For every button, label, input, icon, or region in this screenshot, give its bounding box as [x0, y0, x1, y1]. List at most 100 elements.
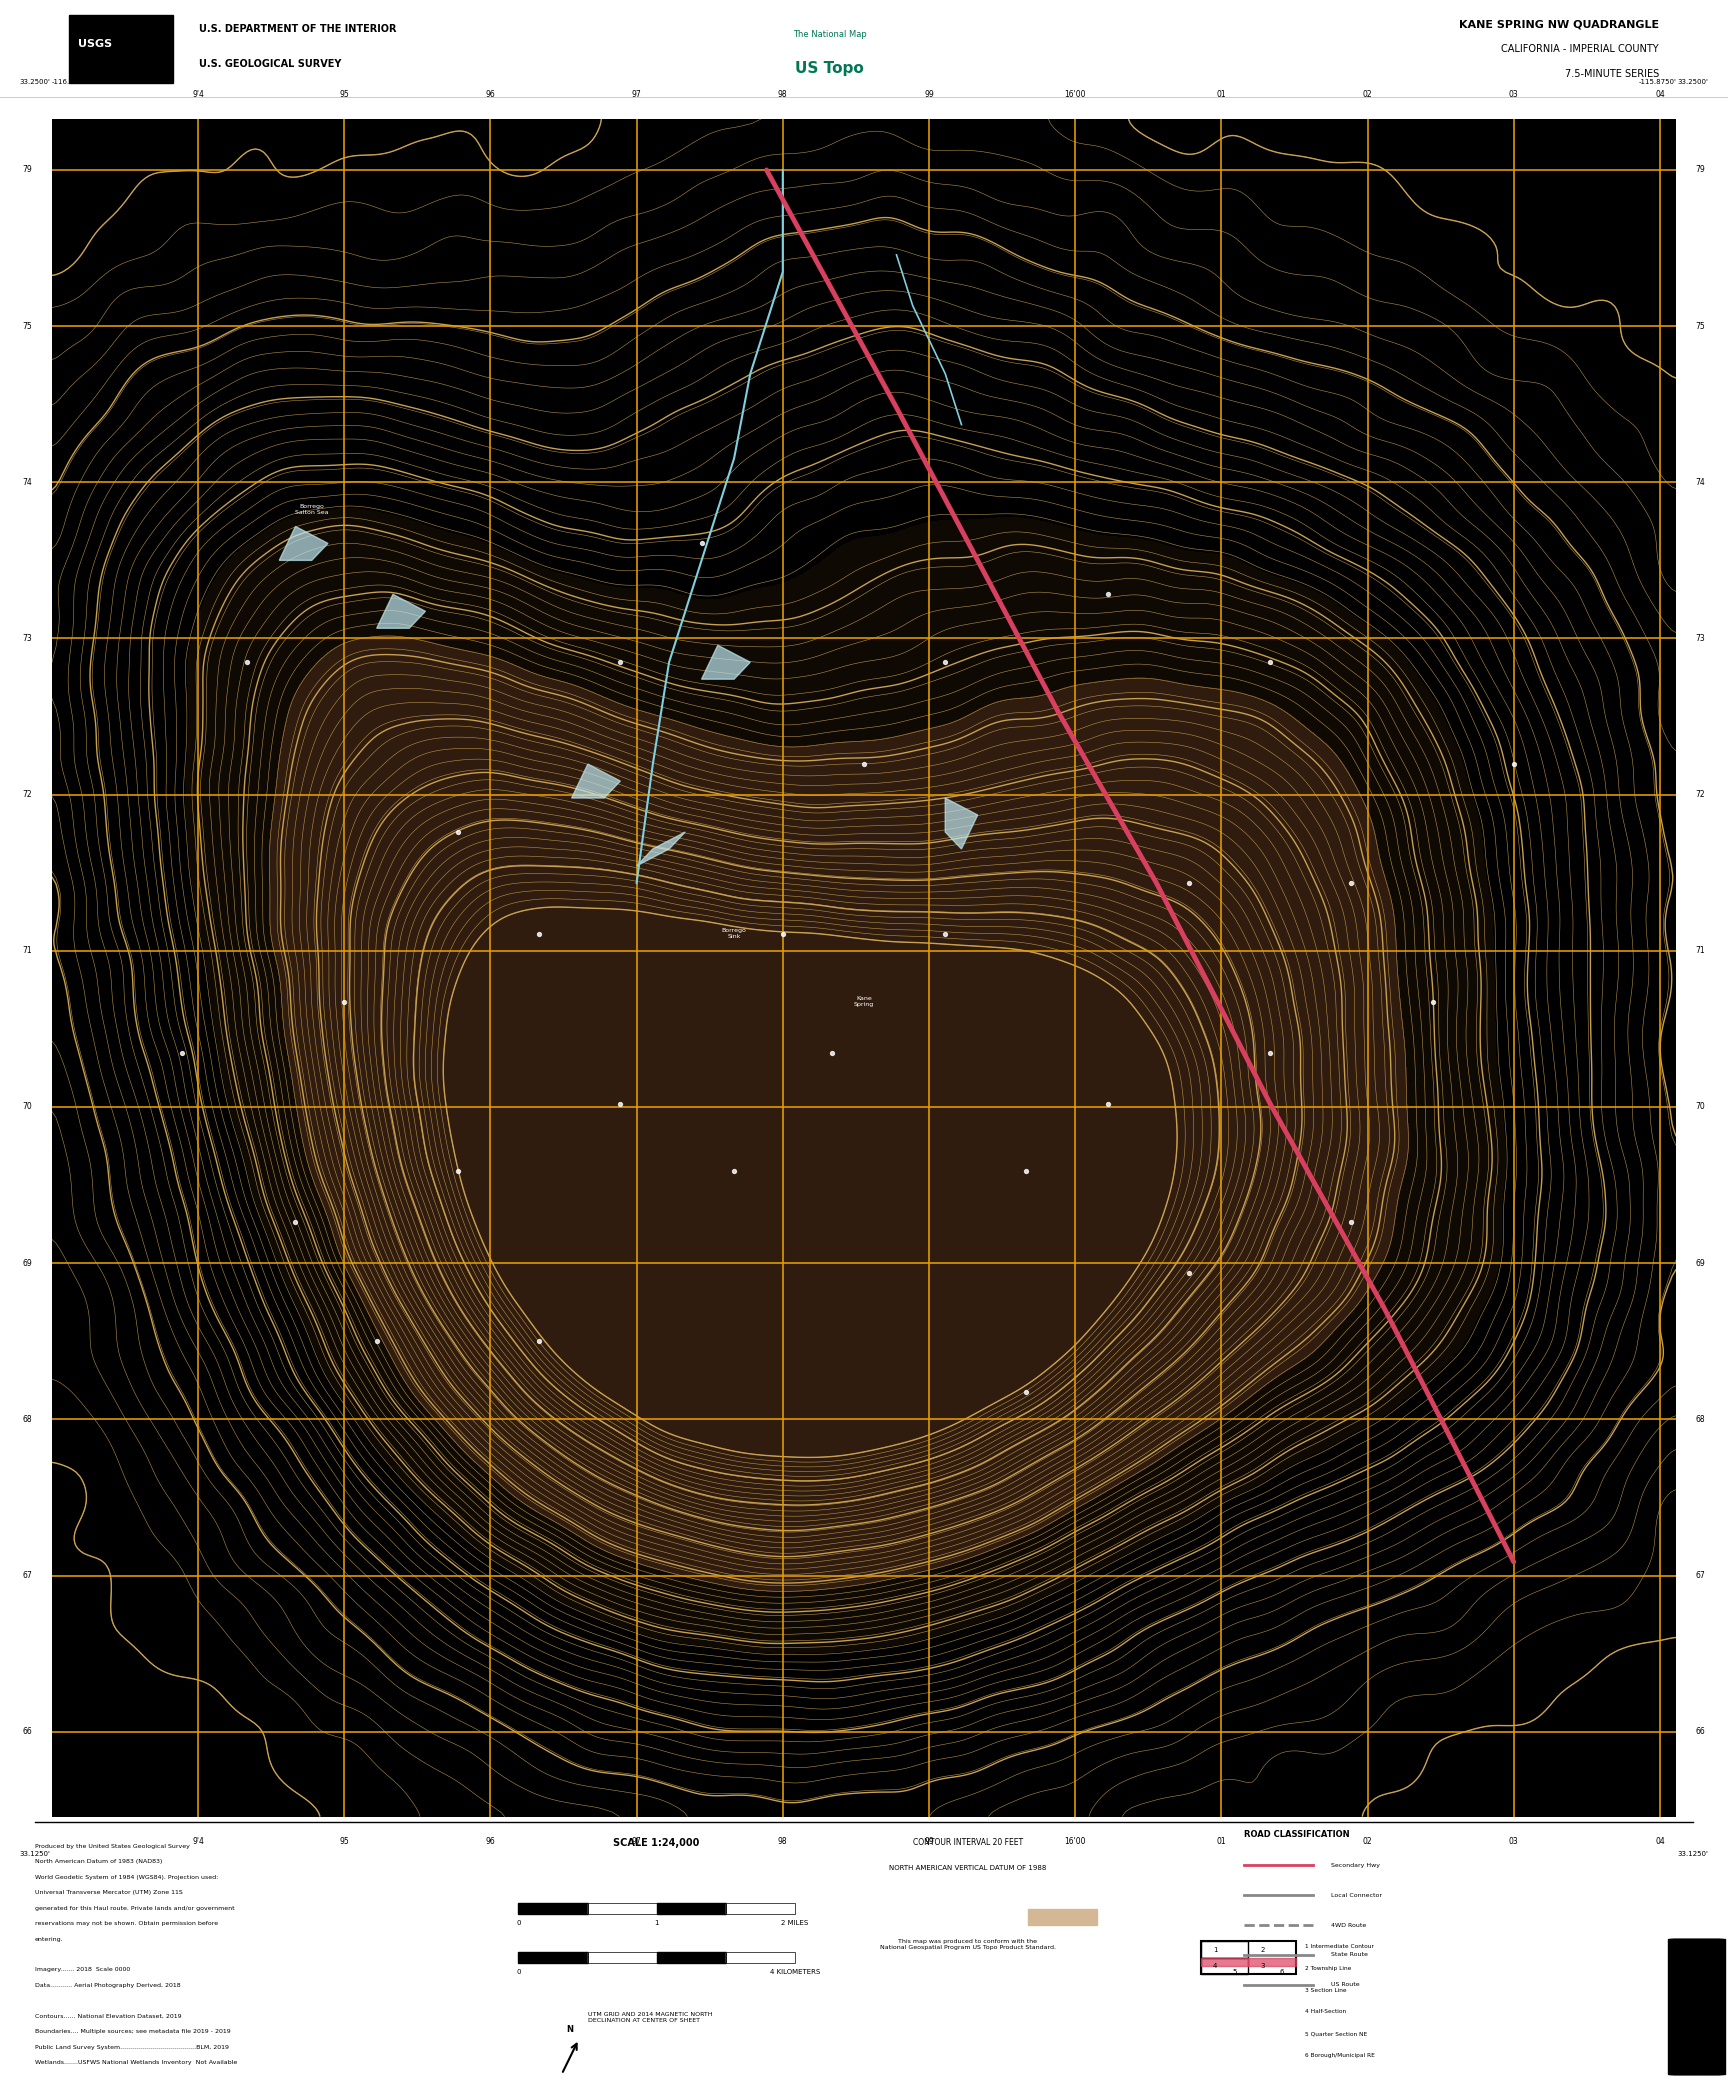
Text: Local Connector: Local Connector [1331, 1894, 1382, 1898]
Text: This map was produced to conform with the
National Geospatial Program US Topo Pr: This map was produced to conform with th… [880, 1938, 1056, 1950]
Text: Wetlands.......USFWS National Wetlands Inventory  Not Available: Wetlands.......USFWS National Wetlands I… [35, 2061, 237, 2065]
Text: Universal Transverse Mercator (UTM) Zone 11S: Universal Transverse Mercator (UTM) Zone… [35, 1890, 183, 1896]
Text: 72: 72 [1695, 789, 1706, 800]
Text: 16'00: 16'00 [1064, 90, 1085, 98]
Point [1256, 645, 1284, 679]
Text: Boundaries.... Multiple sources; see metadata file 2019 - 2019: Boundaries.... Multiple sources; see met… [35, 2030, 230, 2034]
Text: 71: 71 [1695, 946, 1706, 956]
Text: 2 MILES: 2 MILES [781, 1919, 809, 1925]
Text: -116.0000': -116.0000' [52, 79, 90, 86]
Text: 68: 68 [1695, 1416, 1706, 1424]
Point [1094, 578, 1121, 612]
Bar [726, 1952, 795, 1963]
Text: 69: 69 [22, 1259, 33, 1267]
Text: 04: 04 [1655, 90, 1664, 98]
Point [444, 814, 472, 848]
Bar [1674, 1938, 1680, 2075]
Bar [1702, 1938, 1707, 2075]
Text: 97: 97 [632, 1837, 641, 1846]
Text: 16'00: 16'00 [1064, 1837, 1085, 1846]
Bar [1714, 1938, 1725, 2075]
Text: 79: 79 [22, 165, 33, 175]
Bar [1201, 1942, 1248, 1959]
Polygon shape [572, 764, 620, 798]
Text: Borrego
Sink: Borrego Sink [722, 929, 746, 940]
Text: State Route: State Route [1331, 1952, 1367, 1956]
Bar [1712, 1938, 1718, 2075]
Bar [1697, 1938, 1702, 2075]
Text: generated for this Haul route. Private lands and/or government: generated for this Haul route. Private l… [35, 1906, 235, 1911]
Point [850, 748, 878, 781]
Bar [1678, 1938, 1688, 2075]
Bar [657, 1952, 726, 1963]
Polygon shape [702, 645, 750, 679]
Text: 98: 98 [778, 1837, 788, 1846]
Bar [726, 1952, 795, 1963]
Text: 98: 98 [778, 90, 788, 98]
Point [1175, 1257, 1203, 1290]
Text: 04: 04 [1655, 1837, 1664, 1846]
Text: 4 KILOMETERS: 4 KILOMETERS [769, 1969, 821, 1975]
Bar [1718, 1938, 1723, 2075]
Bar [588, 1904, 657, 1915]
Polygon shape [377, 595, 425, 628]
Text: 0: 0 [517, 1919, 520, 1925]
Bar [1706, 1938, 1711, 2075]
Bar [1681, 1938, 1687, 2075]
Text: North American Datum of 1983 (NAD83): North American Datum of 1983 (NAD83) [35, 1858, 162, 1865]
Bar [1676, 1938, 1681, 2075]
Text: 0: 0 [517, 1969, 520, 1975]
Text: Produced by the United States Geological Survey: Produced by the United States Geological… [35, 1844, 190, 1848]
Text: 72: 72 [22, 789, 33, 800]
Bar [518, 1952, 588, 1963]
Point [1175, 867, 1203, 900]
Text: 5: 5 [1232, 1969, 1237, 1975]
Text: 73: 73 [1695, 635, 1706, 643]
Bar [726, 1904, 795, 1915]
Text: 73: 73 [22, 635, 33, 643]
Text: 01: 01 [1217, 90, 1227, 98]
Text: 67: 67 [22, 1570, 33, 1581]
Text: Secondary Hwy: Secondary Hwy [1331, 1862, 1379, 1869]
Text: 03: 03 [1509, 1837, 1519, 1846]
Bar [1707, 1938, 1712, 2075]
Point [168, 1036, 195, 1069]
Bar [1671, 1938, 1676, 2075]
Bar [1683, 1938, 1693, 2075]
Bar [1685, 1938, 1690, 2075]
Text: 71: 71 [22, 946, 33, 956]
Bar [1704, 1938, 1714, 2075]
Text: 70: 70 [1695, 1102, 1706, 1111]
Bar [1673, 1938, 1683, 2075]
Text: USGS: USGS [78, 40, 112, 50]
Bar [1028, 1908, 1097, 1925]
Text: Contours...... National Elevation Dataset, 2019: Contours...... National Elevation Datase… [35, 2015, 181, 2019]
Text: 2: 2 [1260, 1946, 1265, 1952]
Text: NORTH AMERICAN VERTICAL DATUM OF 1988: NORTH AMERICAN VERTICAL DATUM OF 1988 [888, 1865, 1047, 1871]
Text: Borrego
Salton Sea: Borrego Salton Sea [295, 503, 328, 516]
Text: -115.8750': -115.8750' [1638, 79, 1676, 86]
Text: 99: 99 [924, 90, 933, 98]
Point [444, 1155, 472, 1188]
Text: 5 Quarter Section NE: 5 Quarter Section NE [1305, 2032, 1367, 2036]
Text: 95: 95 [339, 1837, 349, 1846]
Text: 1: 1 [655, 1919, 658, 1925]
Text: CA: CA [1059, 1915, 1066, 1919]
Point [1256, 1036, 1284, 1069]
Bar [1201, 1942, 1296, 1973]
Text: 75: 75 [1695, 322, 1706, 330]
Text: 79: 79 [1695, 165, 1706, 175]
Bar [1201, 1959, 1248, 1973]
Text: SCALE 1:24,000: SCALE 1:24,000 [613, 1837, 700, 1848]
Text: 1: 1 [1213, 1946, 1218, 1952]
Text: CALIFORNIA - IMPERIAL COUNTY: CALIFORNIA - IMPERIAL COUNTY [1502, 44, 1659, 54]
Bar [1711, 1938, 1716, 2075]
Bar [588, 1904, 657, 1915]
Text: 33.2500': 33.2500' [19, 79, 50, 86]
Bar [588, 1952, 657, 1963]
Bar [1695, 1938, 1700, 2075]
Bar [1699, 1938, 1709, 2075]
Point [931, 645, 959, 679]
Text: 01: 01 [1217, 1837, 1227, 1846]
Text: UTM GRID AND 2014 MAGNETIC NORTH
DECLINATION AT CENTER OF SHEET: UTM GRID AND 2014 MAGNETIC NORTH DECLINA… [588, 2013, 712, 2023]
